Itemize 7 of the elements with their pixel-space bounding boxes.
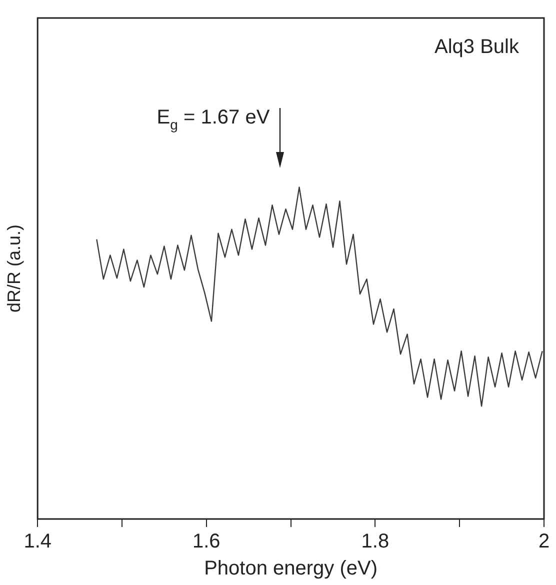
x-tick-label: 1.8 xyxy=(361,530,390,553)
x-tick-label: 2 xyxy=(538,530,550,553)
text: Alq3 Bulk xyxy=(434,36,520,58)
x-tick-label: 1.6 xyxy=(192,530,220,553)
x-axis-title: Photon energy (eV) xyxy=(204,558,378,580)
y-axis-title: dR/R (a.u.) xyxy=(4,224,24,313)
x-tick-label: 1.4 xyxy=(24,530,52,553)
